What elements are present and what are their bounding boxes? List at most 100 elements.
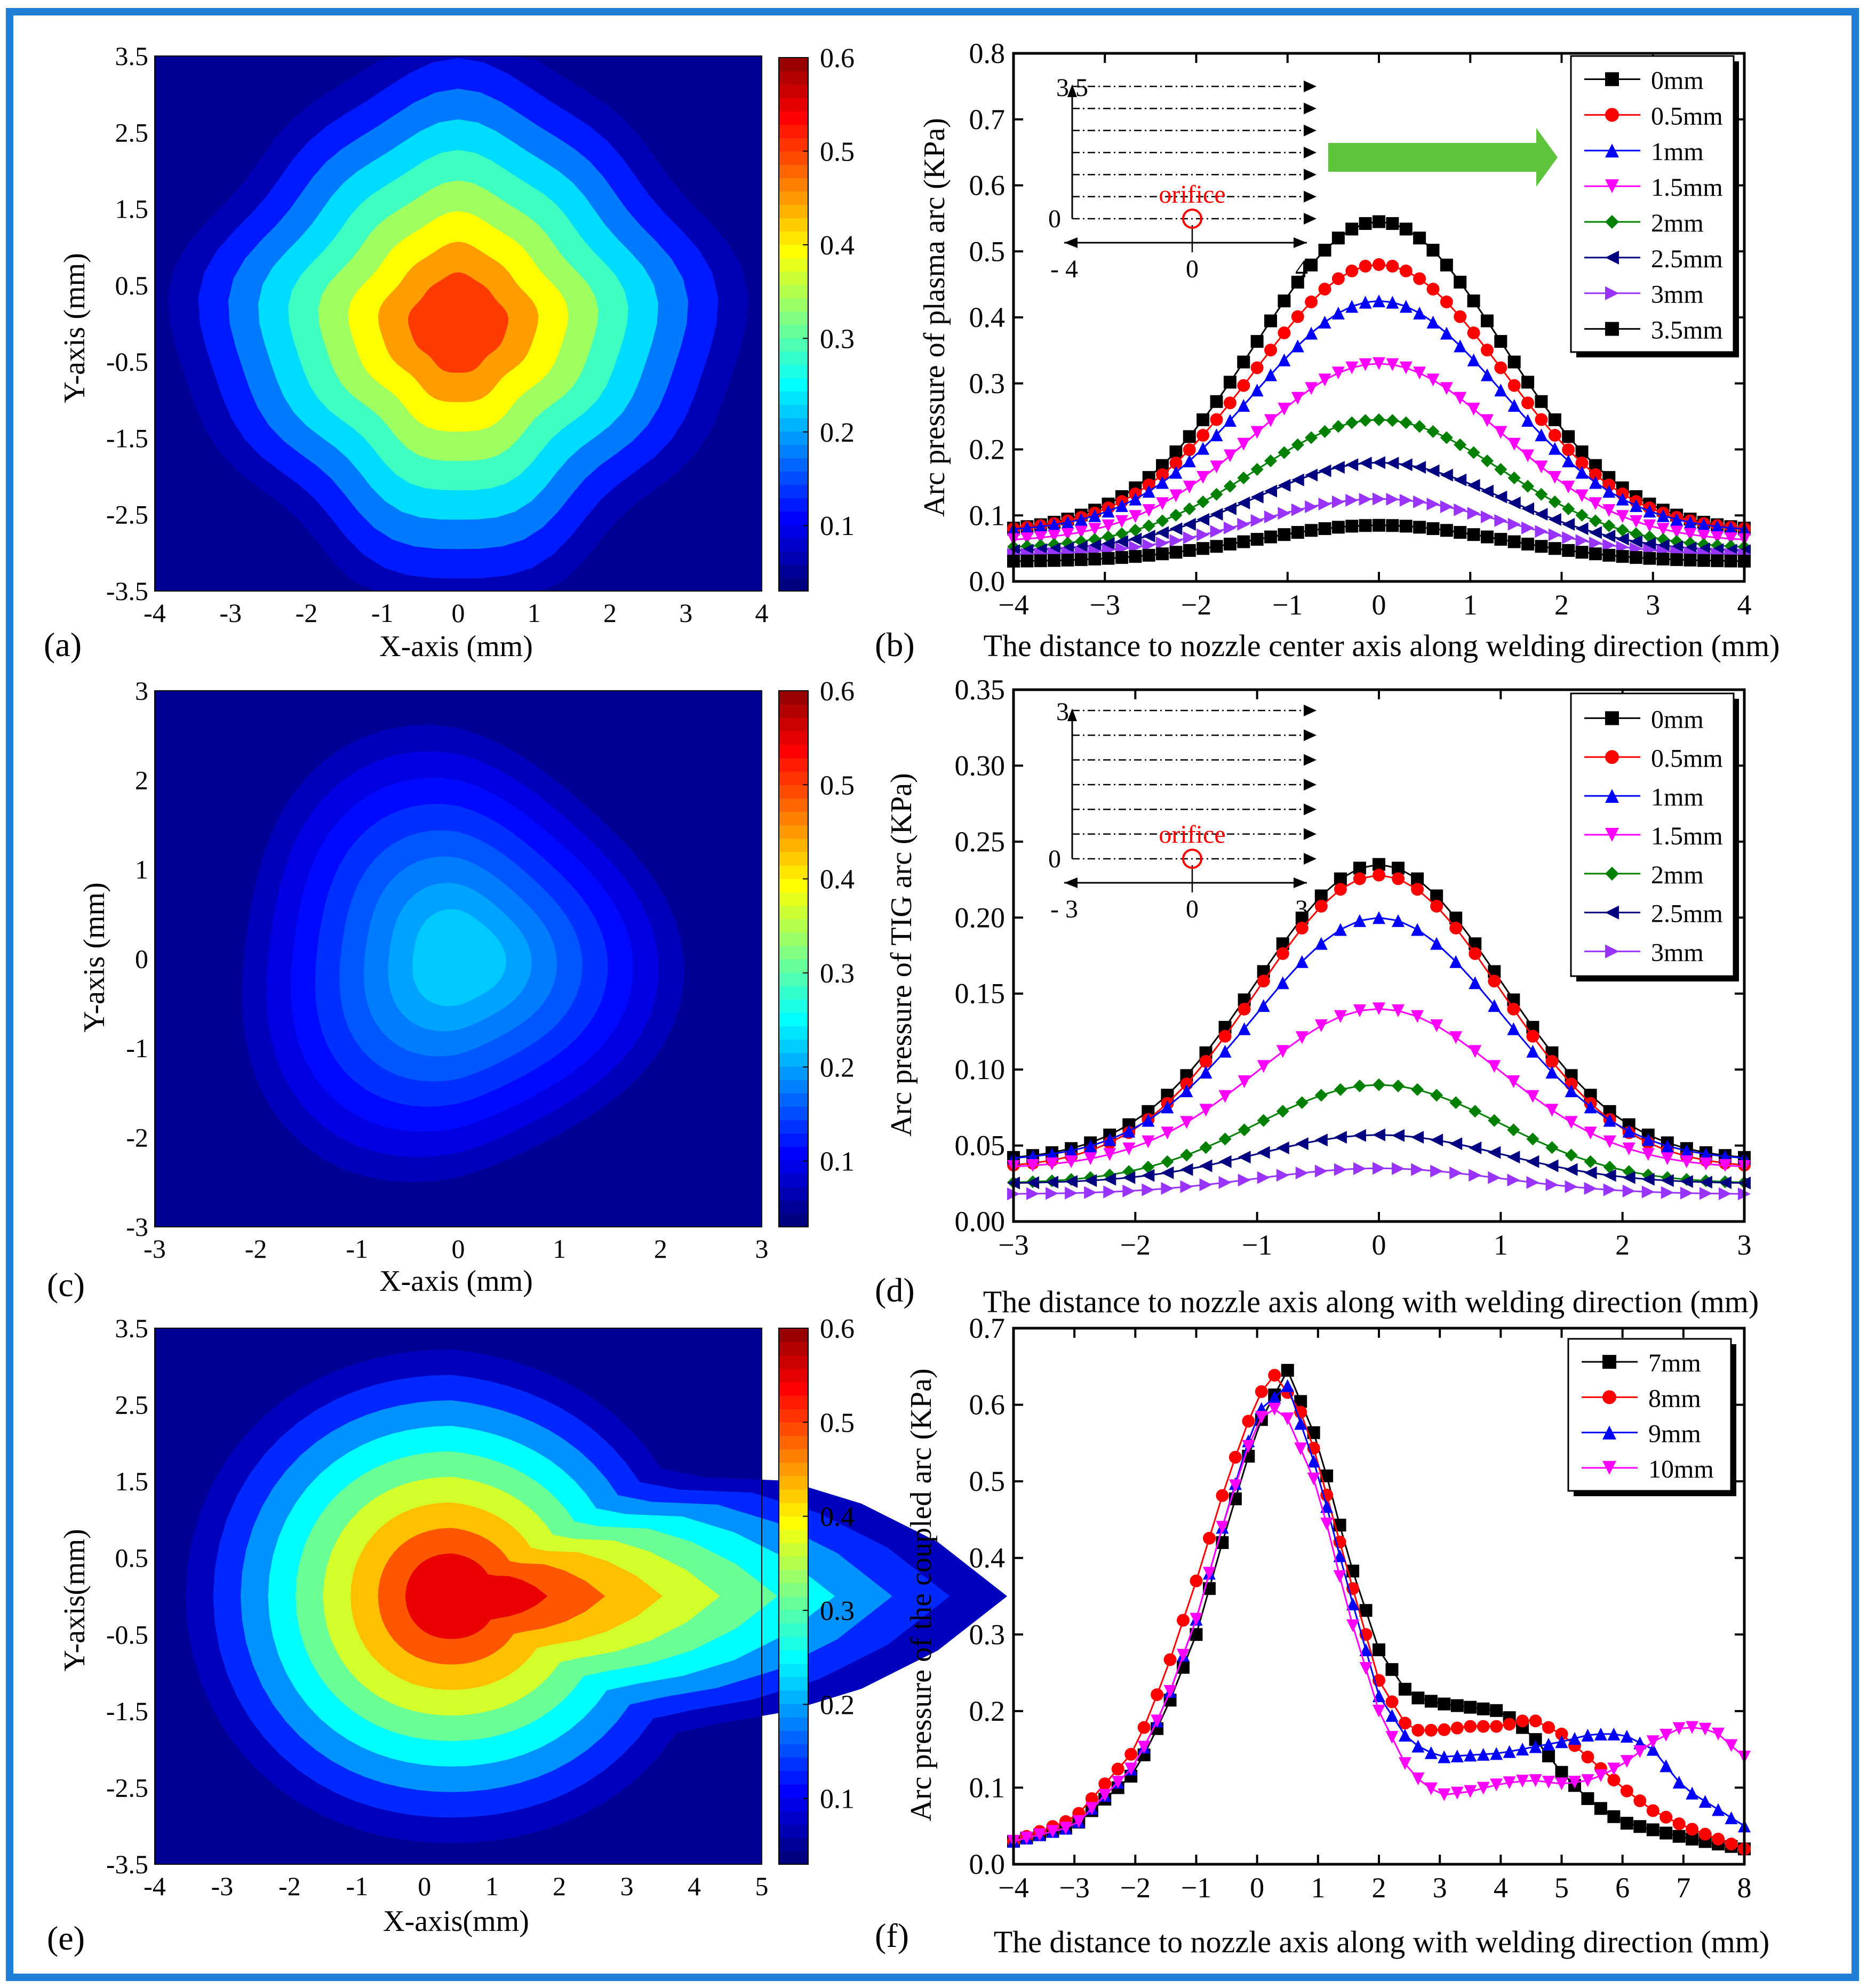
data-point: [1046, 1825, 1059, 1838]
data-point: [1385, 1731, 1399, 1744]
data-point: [1318, 315, 1331, 329]
data-point: [1085, 1792, 1098, 1805]
data-point: [1488, 1114, 1501, 1127]
series-2.5mm: [1007, 1128, 1751, 1189]
colorbar-segment: [779, 1716, 808, 1731]
plot-frame-f: [1012, 1327, 1746, 1866]
inset-arrowhead: [1304, 705, 1317, 716]
data-point: [1411, 1739, 1425, 1753]
data-point: [1353, 1079, 1366, 1092]
data-point: [1276, 1105, 1289, 1118]
data-point: [1161, 1155, 1174, 1168]
colorbar-segment: [779, 58, 808, 71]
series-1.5mm: [1007, 1002, 1751, 1173]
colorbar-segment: [779, 1039, 808, 1053]
y-tick-label: 0.5: [115, 270, 149, 300]
data-point: [1199, 1159, 1212, 1172]
data-point: [1218, 1029, 1232, 1043]
x-tick-label: −1: [1181, 1872, 1211, 1904]
x-tick-label: 7: [1676, 1872, 1690, 1904]
colorbar-border: [778, 1328, 809, 1865]
colorbar-segment: [779, 1543, 808, 1557]
data-point: [1199, 1141, 1212, 1154]
y-tick-label: 0.1: [969, 499, 1006, 531]
data-point: [1426, 283, 1440, 296]
data-point: [1373, 492, 1385, 506]
data-point: [1526, 1155, 1539, 1168]
data-point: [1281, 1379, 1294, 1392]
x-axis-label-e: X-axis(mm): [383, 1905, 529, 1938]
series-8mm: [1007, 1369, 1751, 1856]
data-point: [1264, 454, 1278, 467]
data-point: [1413, 272, 1426, 285]
data-point: [1467, 294, 1480, 308]
data-point: [1237, 355, 1250, 369]
data-point: [1294, 1442, 1307, 1456]
legend-label: 3mm: [1651, 281, 1704, 309]
data-point: [1276, 1141, 1289, 1155]
data-point: [1464, 1749, 1477, 1762]
legend-label: 1.5mm: [1651, 822, 1723, 850]
data-point: [1359, 414, 1372, 427]
data-point: [1526, 1044, 1539, 1058]
data-point: [1605, 214, 1619, 229]
data-point: [1183, 531, 1196, 545]
data-point: [1605, 866, 1619, 881]
data-point: [1622, 1142, 1635, 1155]
data-point: [1413, 231, 1426, 245]
x-tick-label: -4: [143, 1871, 166, 1901]
data-point: [1115, 499, 1128, 512]
data-point: [1686, 1823, 1699, 1836]
data-point: [1142, 548, 1155, 562]
legend-d: 0mm 0.5mm 1mm 1.5mm 2mm 2.5mm 3mm: [1570, 692, 1739, 981]
data-point: [1477, 1747, 1490, 1761]
colorbar-tick-label: 0.4: [820, 230, 855, 261]
colorbar-tick-label: 0.3: [820, 324, 855, 354]
data-point: [1411, 883, 1424, 896]
data-point: [1169, 534, 1183, 547]
data-point: [1589, 547, 1602, 561]
data-point: [1048, 538, 1061, 551]
data-point: [1183, 454, 1196, 468]
data-point: [1426, 522, 1440, 536]
data-point: [1467, 326, 1480, 340]
data-point: [1373, 1002, 1385, 1016]
colorbar-segment: [779, 878, 808, 892]
data-point: [1605, 286, 1619, 300]
y-tick-label: 0.2: [969, 1695, 1006, 1727]
legend-b: 0mm 0.5mm 1mm 1.5mm 2mm 2.5mm 3mm 3.5mm: [1570, 55, 1739, 357]
data-point: [1697, 530, 1710, 543]
data-point: [1103, 1185, 1116, 1199]
y-tick-label: 0.7: [969, 103, 1006, 135]
data-point: [1190, 1612, 1203, 1626]
data-point: [1562, 454, 1575, 468]
x-tick-labels-e: -4 -3 -2 -1 0 1 2 3 4 5: [143, 1871, 768, 1901]
data-point: [1305, 431, 1318, 444]
y-tick-label: 3: [135, 676, 148, 706]
data-point: [1507, 1123, 1520, 1137]
data-point: [1307, 1472, 1320, 1486]
y-tick-label: 0.30: [955, 749, 1006, 781]
series-f: [1007, 1363, 1751, 1856]
colorbar-segment: [779, 1569, 808, 1584]
data-point: [1020, 554, 1034, 568]
data-point: [1469, 947, 1482, 960]
colorbar-segment: [779, 1422, 808, 1436]
y-tick-label: 1.5: [115, 1466, 149, 1496]
data-point: [1521, 521, 1535, 534]
data-point: [1672, 1830, 1686, 1843]
data-point: [1670, 525, 1684, 539]
data-point: [1584, 1182, 1597, 1195]
data-point: [1670, 513, 1684, 526]
data-point: [1725, 1838, 1738, 1851]
data-point: [1633, 1794, 1647, 1808]
data-point: [1216, 1521, 1229, 1534]
data-point: [1699, 1147, 1712, 1161]
data-point: [1430, 1164, 1443, 1178]
data-point: [1359, 1604, 1373, 1617]
data-point: [1264, 344, 1278, 357]
data-point: [1535, 488, 1548, 501]
data-point: [1630, 551, 1643, 564]
data-point: [1656, 523, 1670, 536]
data-point: [1196, 442, 1210, 455]
